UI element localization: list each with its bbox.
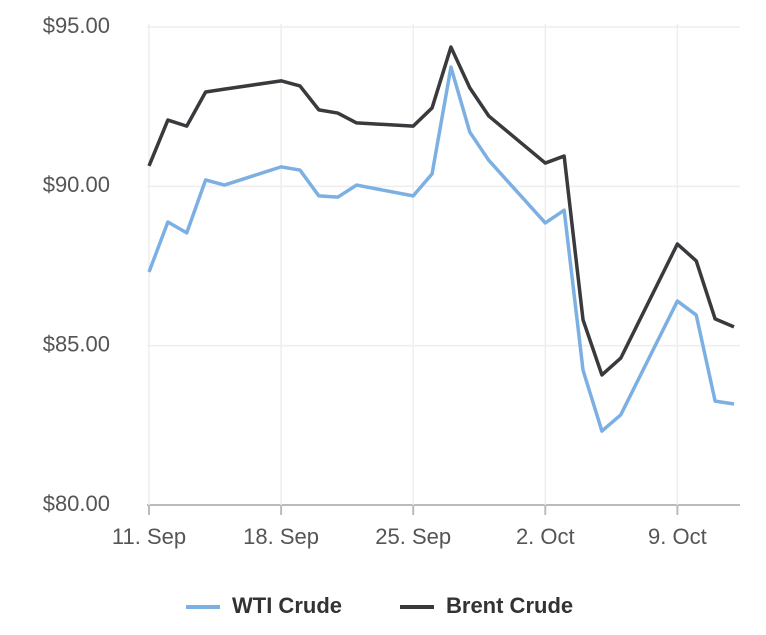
- series-line: [147, 65, 735, 433]
- series-line: [147, 45, 735, 377]
- legend-label: Brent Crude: [446, 593, 573, 618]
- x-tick-label: 2. Oct: [516, 524, 575, 549]
- legend-label: WTI Crude: [232, 593, 342, 618]
- y-tick-label: $95.00: [43, 13, 110, 38]
- y-tick-label: $90.00: [43, 172, 110, 197]
- legend: WTI Crude Brent Crude: [186, 593, 573, 618]
- x-tick-label: 25. Sep: [375, 524, 451, 549]
- y-tick-label: $85.00: [43, 331, 110, 356]
- x-tick-label: 9. Oct: [648, 524, 707, 549]
- x-tick-label: 11. Sep: [112, 524, 186, 549]
- x-tick-label: 18. Sep: [243, 524, 319, 549]
- y-tick-label: $80.00: [43, 491, 110, 516]
